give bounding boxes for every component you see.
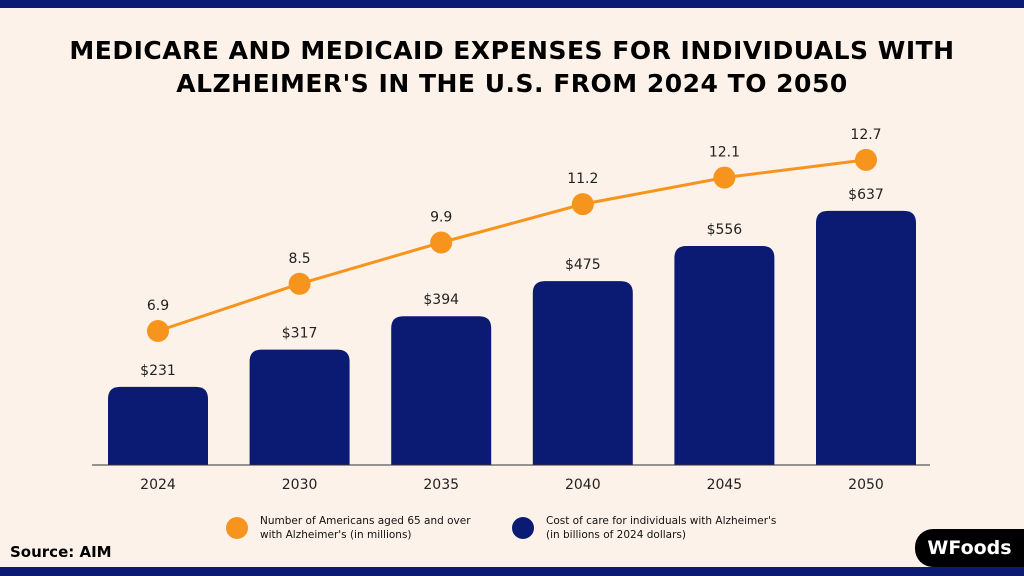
line-point xyxy=(288,272,311,295)
bar xyxy=(674,245,775,465)
x-tick-label: 2035 xyxy=(423,477,459,493)
legend-bar-text-2: (in billions of 2024 dollars) xyxy=(546,529,686,541)
bar xyxy=(391,316,492,465)
chart-title: MEDICARE AND MEDICAID EXPENSES FOR INDIV… xyxy=(0,34,1024,100)
line-point xyxy=(571,193,594,216)
line-value-label: 6.9 xyxy=(147,298,169,314)
line-point xyxy=(855,148,877,171)
line-point xyxy=(713,166,736,189)
legend-item-bar: Cost of care for individuals with Alzhei… xyxy=(512,514,776,542)
bar xyxy=(249,349,350,465)
line-value-label: 9.9 xyxy=(430,210,452,226)
legend-line-text-1: Number of Americans aged 65 and over xyxy=(260,515,471,527)
x-tick-label: 2050 xyxy=(848,477,884,493)
x-tick-label: 2045 xyxy=(707,477,743,493)
line-value-label: 12.7 xyxy=(850,127,881,143)
title-line-1: MEDICARE AND MEDICAID EXPENSES FOR INDIV… xyxy=(69,36,955,65)
legend-bar-text-1: Cost of care for individuals with Alzhei… xyxy=(546,515,777,527)
bar-value-label: $475 xyxy=(565,257,601,273)
bottom-bar xyxy=(0,567,1024,576)
line-point xyxy=(147,320,169,342)
source-label: Source: AIM xyxy=(10,543,112,561)
line-value-label: 8.5 xyxy=(288,251,310,267)
bar-value-label: $317 xyxy=(282,326,318,342)
line-value-label: 11.2 xyxy=(567,171,598,187)
line-series xyxy=(157,158,867,333)
bar-value-label: $556 xyxy=(707,222,743,238)
bar-value-label: $637 xyxy=(848,187,884,203)
x-tick-label: 2030 xyxy=(282,477,318,493)
bar-value-label: $394 xyxy=(423,292,459,308)
legend-line-text-2: with Alzheimer's (in millions) xyxy=(260,529,412,541)
bar xyxy=(108,386,208,465)
top-bar xyxy=(0,0,1024,8)
brand-logo: WFoods xyxy=(915,529,1024,567)
bar xyxy=(532,281,633,465)
x-tick-label: 2024 xyxy=(140,477,176,493)
legend-orange-dot-icon xyxy=(226,517,248,539)
x-tick-label: 2040 xyxy=(565,477,601,493)
line-point xyxy=(430,231,453,254)
legend-item-line: Number of Americans aged 65 and over with… xyxy=(226,514,471,542)
legend-navy-dot-icon xyxy=(512,517,534,539)
line-value-label: 12.1 xyxy=(709,145,740,161)
bar-value-label: $231 xyxy=(140,363,176,379)
bar xyxy=(816,210,916,465)
title-line-2: ALZHEIMER'S IN THE U.S. FROM 2024 TO 205… xyxy=(176,69,848,98)
